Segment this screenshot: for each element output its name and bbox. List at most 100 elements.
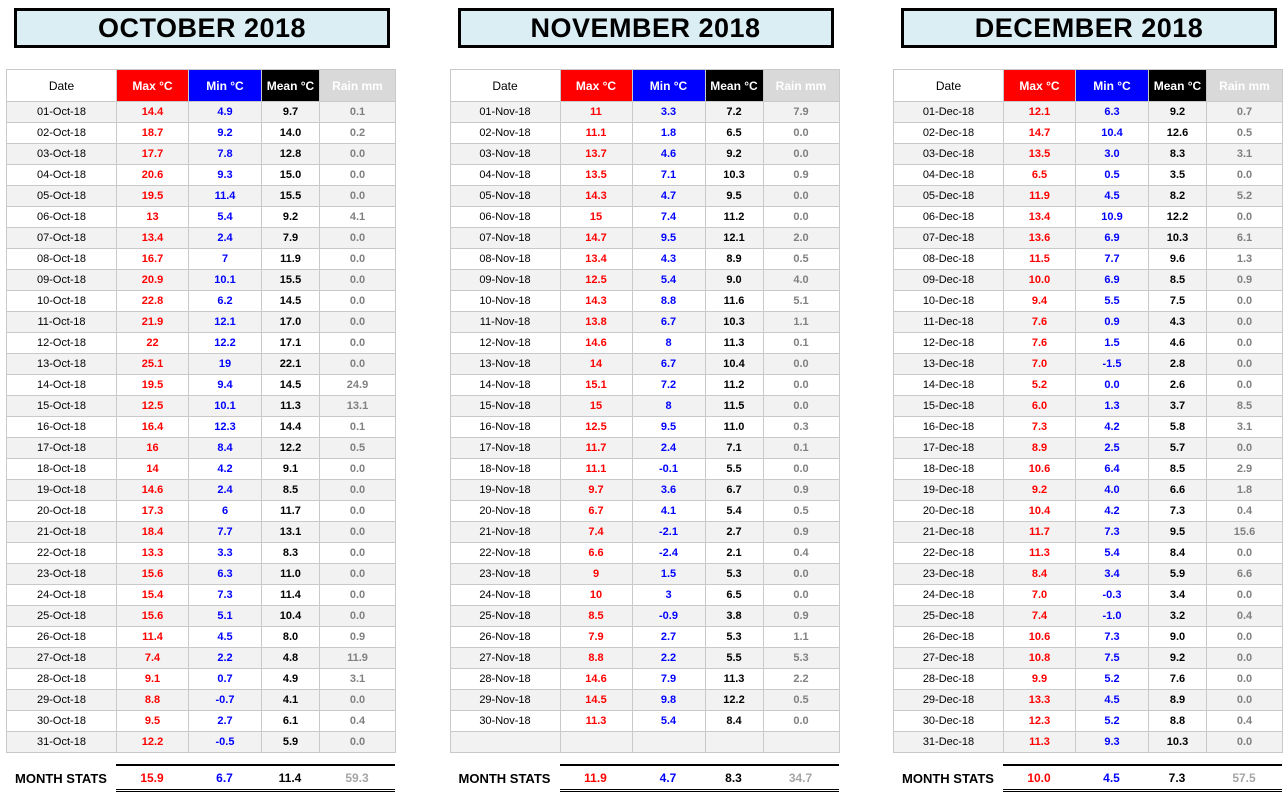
max-temp-cell[interactable]: 19.5 <box>116 185 189 207</box>
mean-temp-cell[interactable]: 9.2 <box>261 206 320 228</box>
max-temp-cell[interactable]: 17.3 <box>116 500 189 522</box>
date-cell[interactable]: 02-Nov-18 <box>449 122 561 144</box>
max-temp-cell[interactable]: 12.5 <box>116 395 189 417</box>
rain-cell[interactable]: 0.0 <box>1206 290 1283 312</box>
rain-cell[interactable]: 0.4 <box>762 542 840 564</box>
max-temp-cell[interactable]: 15.4 <box>116 584 189 606</box>
date-cell[interactable]: 14-Dec-18 <box>893 374 1004 396</box>
date-cell[interactable]: 18-Dec-18 <box>893 458 1004 480</box>
date-cell[interactable]: 17-Oct-18 <box>6 437 117 459</box>
date-cell[interactable]: 07-Oct-18 <box>6 227 117 249</box>
max-temp-cell[interactable]: 14.3 <box>559 185 633 207</box>
rain-cell[interactable]: 0.9 <box>319 626 396 648</box>
stats-rain-value[interactable]: 34.7 <box>788 771 813 785</box>
mean-temp-cell[interactable]: 12.2 <box>261 437 320 459</box>
max-temp-cell[interactable]: 8.5 <box>559 605 633 627</box>
min-temp-cell[interactable] <box>631 731 706 753</box>
mean-temp-cell[interactable]: 9.2 <box>704 143 764 165</box>
date-cell[interactable]: 18-Oct-18 <box>6 458 117 480</box>
header-date[interactable]: Date <box>449 69 561 102</box>
rain-cell[interactable]: 0.0 <box>1206 374 1283 396</box>
date-cell[interactable]: 28-Nov-18 <box>449 668 561 690</box>
min-temp-cell[interactable]: 2.2 <box>188 647 262 669</box>
min-temp-cell[interactable]: 7.7 <box>188 521 262 543</box>
max-temp-cell[interactable]: 14.7 <box>1003 122 1076 144</box>
max-temp-cell[interactable]: 15.6 <box>116 563 189 585</box>
header-min-temp[interactable]: Min °C <box>1075 69 1149 102</box>
min-temp-cell[interactable]: 9.5 <box>631 416 706 438</box>
date-cell[interactable]: 30-Nov-18 <box>449 710 561 732</box>
min-temp-cell[interactable]: 4.5 <box>1075 689 1149 711</box>
mean-temp-cell[interactable]: 15.5 <box>261 269 320 291</box>
mean-temp-cell[interactable]: 17.0 <box>261 311 320 333</box>
mean-temp-cell[interactable]: 11.0 <box>261 563 320 585</box>
min-temp-cell[interactable]: 1.5 <box>631 563 706 585</box>
date-cell[interactable]: 26-Nov-18 <box>449 626 561 648</box>
rain-cell[interactable]: 5.3 <box>762 647 840 669</box>
date-cell[interactable]: 02-Dec-18 <box>893 122 1004 144</box>
date-cell[interactable]: 21-Nov-18 <box>449 521 561 543</box>
max-temp-cell[interactable]: 10.6 <box>1003 626 1076 648</box>
header-max-temp[interactable]: Max °C <box>559 69 633 102</box>
min-temp-cell[interactable]: 5.4 <box>631 710 706 732</box>
max-temp-cell[interactable]: 13.5 <box>1003 143 1076 165</box>
max-temp-cell[interactable]: 10.8 <box>1003 647 1076 669</box>
max-temp-cell[interactable]: 13.7 <box>559 143 633 165</box>
max-temp-cell[interactable]: 7.6 <box>1003 332 1076 354</box>
max-temp-cell[interactable]: 7.9 <box>559 626 633 648</box>
date-cell[interactable]: 29-Nov-18 <box>449 689 561 711</box>
date-cell[interactable]: 27-Oct-18 <box>6 647 117 669</box>
max-temp-cell[interactable]: 11.1 <box>559 458 633 480</box>
max-temp-cell[interactable]: 12.2 <box>116 731 189 753</box>
min-temp-cell[interactable]: 9.3 <box>1075 731 1149 753</box>
stats-rain-value[interactable]: 59.3 <box>345 771 369 785</box>
min-temp-cell[interactable]: 3.0 <box>1075 143 1149 165</box>
max-temp-cell[interactable]: 15.6 <box>116 605 189 627</box>
date-cell[interactable]: 28-Oct-18 <box>6 668 117 690</box>
date-cell[interactable]: 28-Dec-18 <box>893 668 1004 690</box>
date-cell[interactable]: 09-Dec-18 <box>893 269 1004 291</box>
rain-cell[interactable]: 0.0 <box>762 584 840 606</box>
mean-temp-cell[interactable]: 5.9 <box>261 731 320 753</box>
min-temp-cell[interactable]: 10.1 <box>188 395 262 417</box>
min-temp-cell[interactable]: 3.4 <box>1075 563 1149 585</box>
rain-cell[interactable]: 6.6 <box>1206 563 1283 585</box>
rain-cell[interactable]: 3.1 <box>1206 416 1283 438</box>
rain-cell[interactable]: 0.0 <box>762 353 840 375</box>
stats-min-value[interactable]: 6.7 <box>216 771 233 785</box>
date-cell[interactable]: 19-Oct-18 <box>6 479 117 501</box>
date-cell[interactable]: 10-Oct-18 <box>6 290 117 312</box>
rain-cell[interactable]: 0.0 <box>1206 311 1283 333</box>
min-temp-cell[interactable]: 7.7 <box>1075 248 1149 270</box>
max-temp-cell[interactable]: 21.9 <box>116 311 189 333</box>
max-temp-cell[interactable]: 16 <box>116 437 189 459</box>
max-temp-cell[interactable]: 16.4 <box>116 416 189 438</box>
mean-temp-cell[interactable]: 8.3 <box>261 542 320 564</box>
rain-cell[interactable]: 0.0 <box>1206 332 1283 354</box>
min-temp-cell[interactable]: 8.8 <box>631 290 706 312</box>
mean-temp-cell[interactable]: 10.3 <box>704 164 764 186</box>
mean-temp-cell[interactable]: 7.2 <box>704 101 764 123</box>
mean-temp-cell[interactable]: 7.6 <box>1148 668 1207 690</box>
date-cell[interactable]: 25-Dec-18 <box>893 605 1004 627</box>
mean-temp-cell[interactable]: 11.7 <box>261 500 320 522</box>
mean-temp-cell[interactable]: 5.8 <box>1148 416 1207 438</box>
header-mean-temp[interactable]: Mean °C <box>261 69 320 102</box>
date-cell[interactable]: 02-Oct-18 <box>6 122 117 144</box>
stats-mean-value[interactable]: 11.4 <box>278 771 302 785</box>
min-temp-cell[interactable]: 2.4 <box>631 437 706 459</box>
min-temp-cell[interactable]: 4.5 <box>188 626 262 648</box>
min-temp-cell[interactable]: 0.5 <box>1075 164 1149 186</box>
min-temp-cell[interactable]: 19 <box>188 353 262 375</box>
max-temp-cell[interactable]: 9.2 <box>1003 479 1076 501</box>
mean-temp-cell[interactable]: 4.3 <box>1148 311 1207 333</box>
mean-temp-cell[interactable]: 7.9 <box>261 227 320 249</box>
max-temp-cell[interactable]: 11.7 <box>559 437 633 459</box>
max-temp-cell[interactable]: 11.4 <box>116 626 189 648</box>
mean-temp-cell[interactable]: 9.7 <box>261 101 320 123</box>
min-temp-cell[interactable]: 9.3 <box>188 164 262 186</box>
mean-temp-cell[interactable]: 8.4 <box>1148 542 1207 564</box>
min-temp-cell[interactable]: 5.4 <box>1075 542 1149 564</box>
rain-cell[interactable]: 0.0 <box>762 185 840 207</box>
mean-temp-cell[interactable]: 11.3 <box>704 668 764 690</box>
